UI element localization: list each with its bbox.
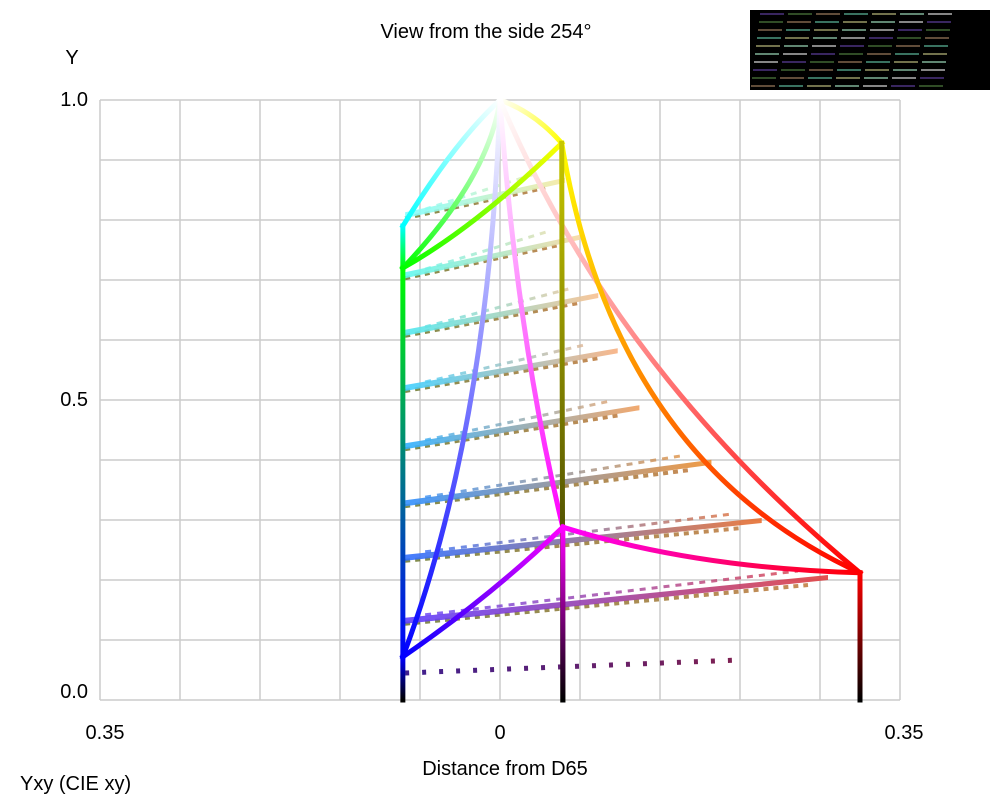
overview-thumbnail (750, 10, 990, 90)
edge-white-magenta (497, 97, 566, 531)
band-streak (405, 177, 566, 219)
color-space-label: Yxy (CIE xy) (20, 773, 131, 795)
edges (399, 96, 864, 703)
bands (404, 172, 828, 676)
band-streak-shadow (404, 356, 599, 393)
band-streak (405, 348, 618, 391)
y-tick-label: 0.5 (60, 389, 88, 411)
edge-white-cyan (399, 96, 504, 230)
edge-white-red (496, 96, 864, 577)
band-streak-shadow (404, 242, 561, 281)
edge-white-blue (399, 97, 503, 661)
x-tick-label: 0.35 (885, 722, 924, 744)
x-axis-label: Distance from D65 (422, 758, 588, 780)
x-tick-label: 0 (494, 722, 505, 744)
band-streak (405, 405, 640, 450)
edge-yellow-red (558, 140, 864, 577)
band-streak-shadow (404, 301, 579, 338)
edge-magenta-red (559, 524, 863, 576)
band-streak-top (424, 229, 551, 271)
edge-white-yellow (496, 96, 566, 147)
band-streak (405, 518, 762, 561)
y-tick-label: 0.0 (60, 681, 88, 703)
band-streak (405, 293, 599, 336)
band-streak (405, 657, 745, 676)
band-streak-shadow (404, 583, 809, 626)
band-streak (405, 459, 712, 507)
band-streak-shadow (404, 526, 742, 563)
edge-magenta-blue (399, 523, 567, 661)
y-axis-label: Y (65, 47, 78, 69)
band-streak-top (424, 569, 799, 617)
band-streak-top (424, 342, 589, 384)
band-streak (405, 575, 828, 624)
edge-yellow-green (399, 139, 566, 272)
chart-title: View from the side 254° (380, 21, 591, 43)
band-streak-shadow (404, 467, 692, 509)
band-streak (405, 234, 580, 279)
band-streak-top (424, 287, 569, 329)
y-tick-label: 1.0 (60, 89, 88, 111)
band-streak-top (424, 172, 536, 211)
x-tick-label: 0.35 (86, 722, 125, 744)
band-streak-top (424, 512, 732, 554)
band-streak-top (424, 399, 610, 442)
band-streak-top (424, 454, 682, 499)
band-streak-shadow (404, 413, 620, 452)
band-streak-shadow (404, 185, 546, 221)
edge-white-green (399, 97, 503, 272)
